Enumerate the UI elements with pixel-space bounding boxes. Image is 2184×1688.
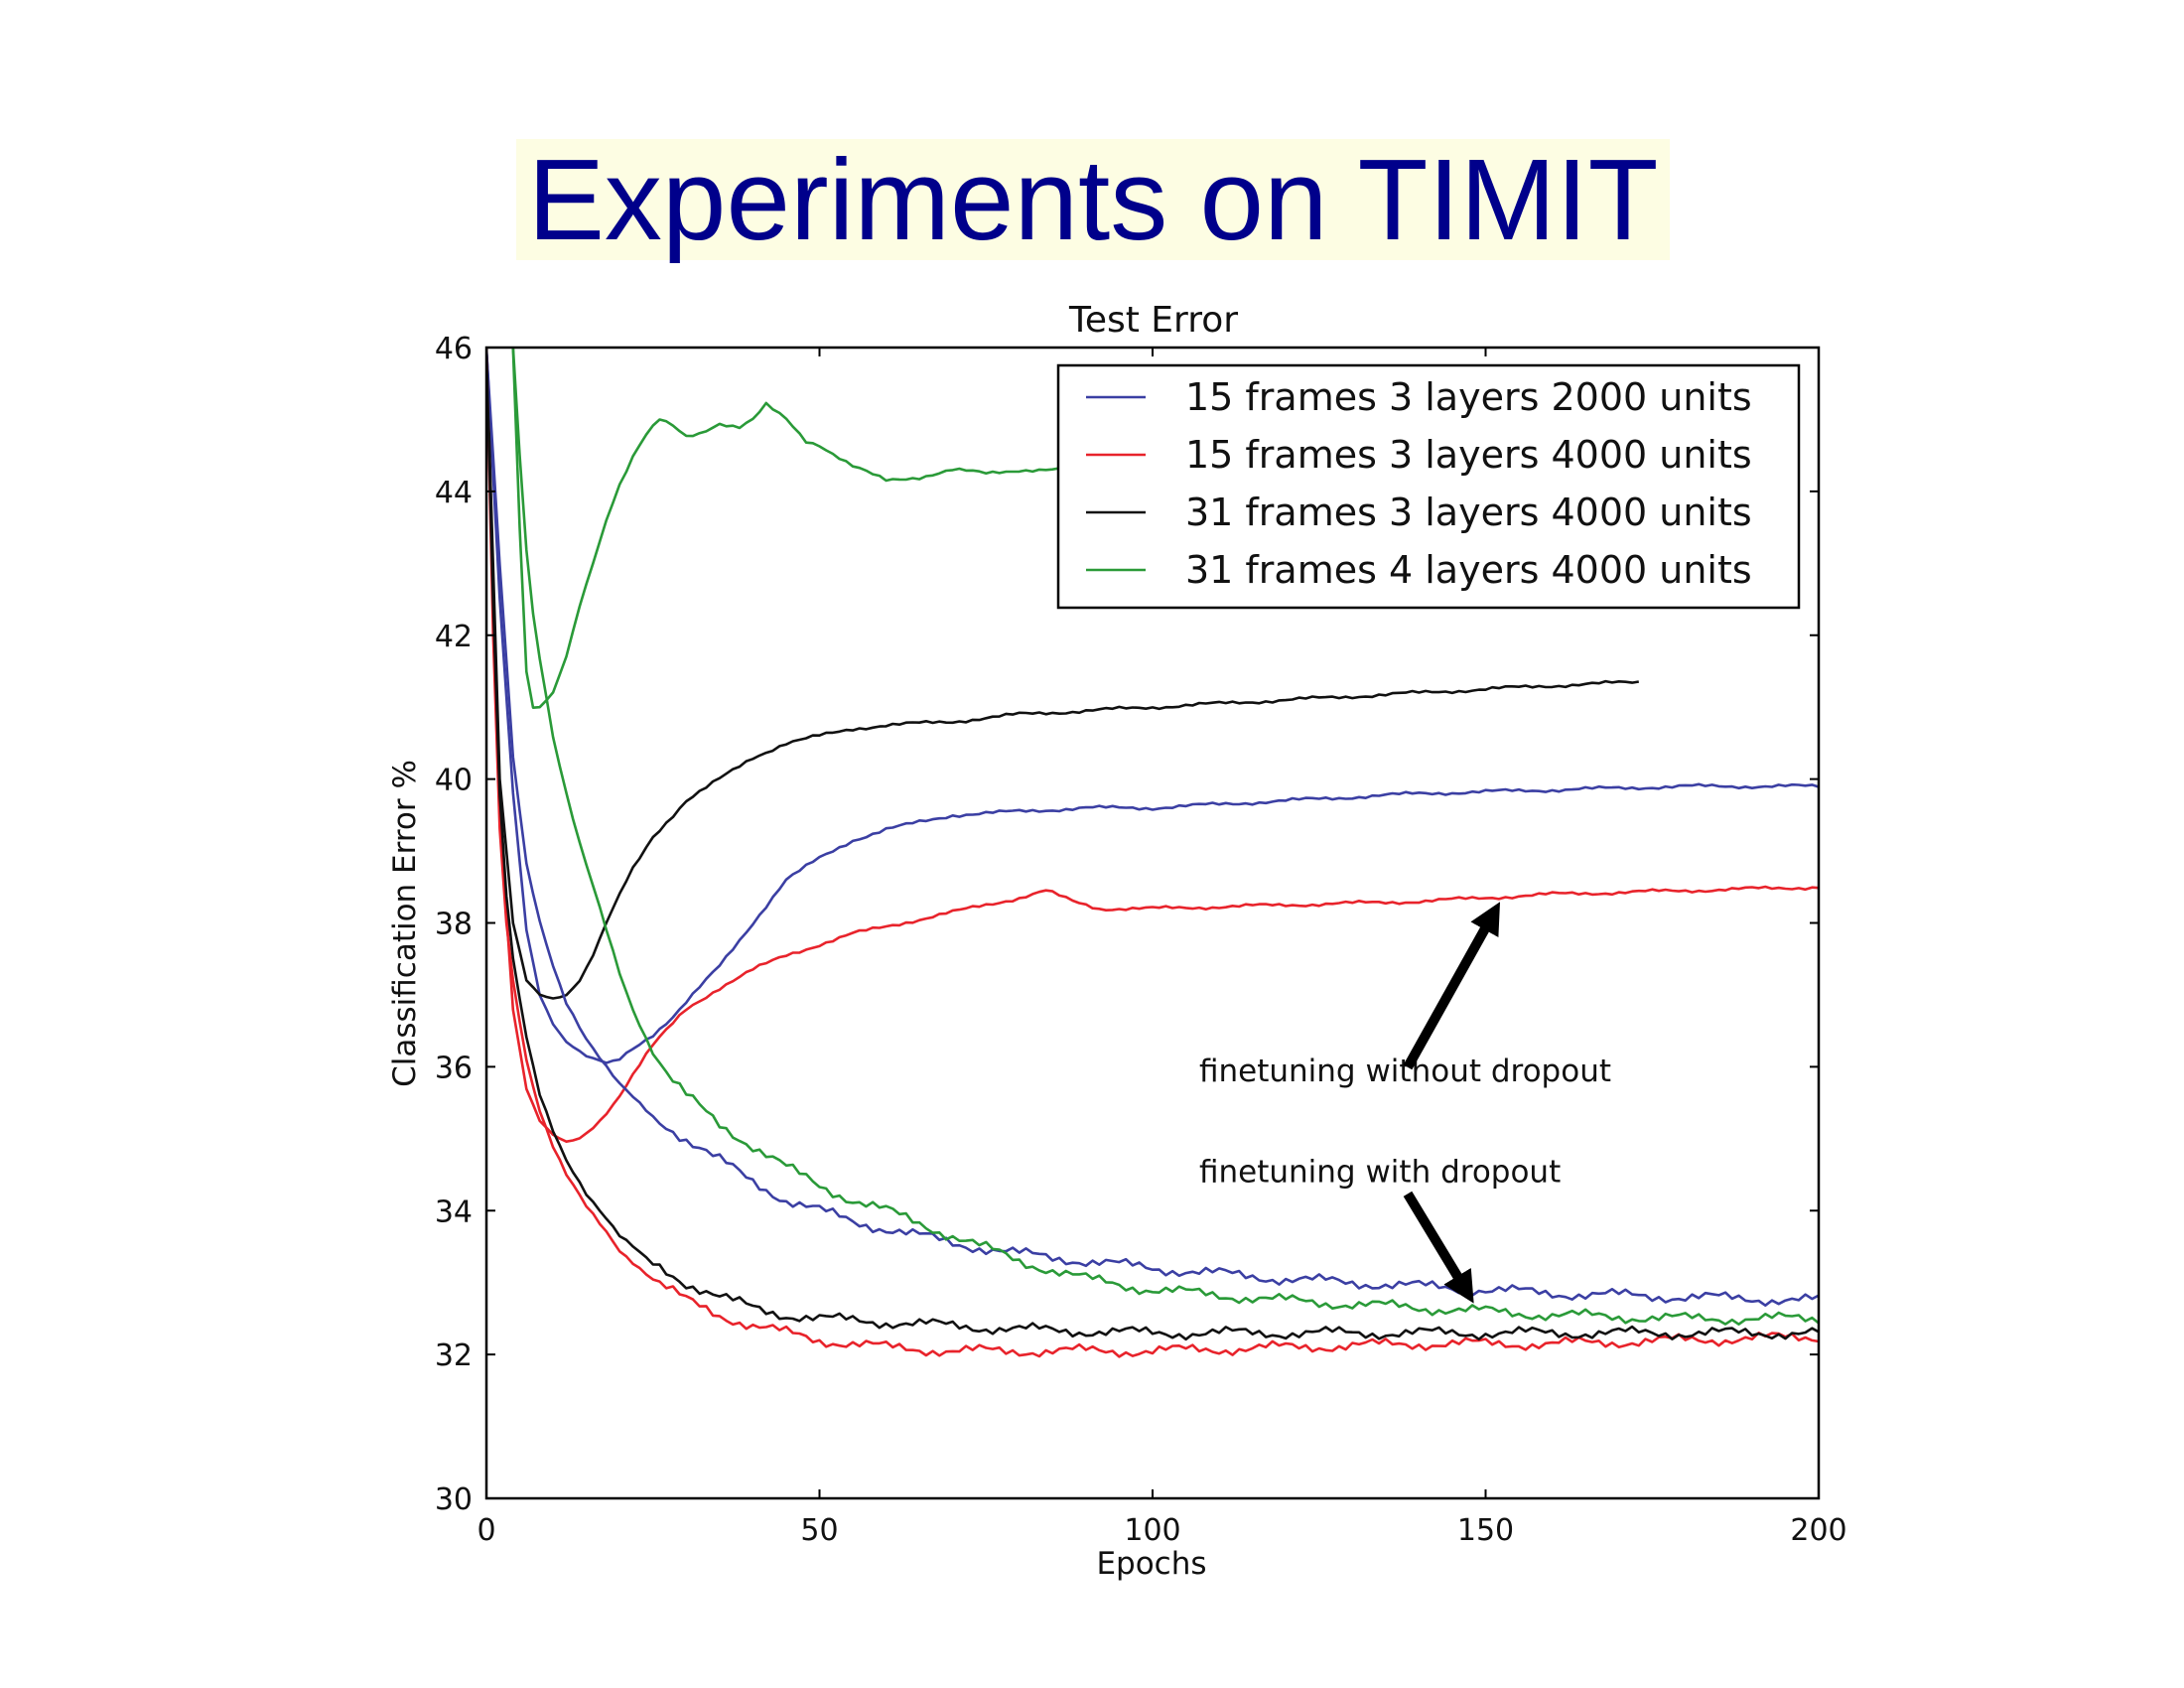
series-line-1 (486, 347, 1820, 1064)
y-tick-label: 44 (435, 476, 473, 510)
slide-title: Experiments on TIMIT (527, 135, 1659, 264)
annotation-arrow-2 (1403, 1191, 1474, 1304)
y-tick-label: 46 (435, 332, 473, 366)
annotation-layer: finetuning without dropout finetuning wit… (1199, 902, 1611, 1304)
x-axis-label: Epochs (1096, 1546, 1206, 1582)
x-tick-label: 150 (1457, 1513, 1514, 1548)
series-line-5 (486, 349, 1820, 1307)
legend-label: 15 frames 3 layers 2000 units (1185, 375, 1752, 419)
legend-label: 15 frames 3 layers 4000 units (1185, 433, 1752, 477)
y-tick-label: 36 (435, 1051, 473, 1085)
y-tick-label: 34 (435, 1195, 473, 1229)
slide-title-box: Experiments on TIMIT (516, 135, 1670, 264)
chart-title: Test Error (1068, 300, 1238, 341)
x-tick-label: 200 (1790, 1513, 1846, 1548)
y-tick-label: 30 (435, 1482, 473, 1517)
x-tick-label: 0 (477, 1513, 495, 1548)
legend-label: 31 frames 4 layers 4000 units (1185, 548, 1752, 592)
legend: 15 frames 3 layers 2000 units 15 frames 3… (1056, 363, 1801, 610)
ticks-layer: 0 50 100 150 200 30 32 34 36 38 40 42 44 46 (435, 332, 1847, 1548)
series-line-7 (486, 349, 1820, 1341)
legend-label: 31 frames 3 layers 4000 units (1185, 491, 1752, 534)
y-tick-label: 42 (435, 620, 473, 654)
series-line-2 (486, 347, 1820, 1143)
x-tick-label: 100 (1124, 1513, 1180, 1548)
annotation-arrow-1 (1403, 902, 1501, 1070)
series-line-8 (511, 347, 1820, 1326)
annotation-text-2: finetuning with dropout (1199, 1154, 1561, 1190)
y-tick-label: 38 (435, 908, 473, 942)
annotation-text-1: finetuning without dropout (1199, 1054, 1611, 1089)
x-tick-label: 50 (800, 1513, 838, 1548)
series-line-4 (511, 348, 1080, 710)
y-tick-label: 40 (435, 764, 473, 798)
y-axis-label: Classification Error % (387, 760, 423, 1087)
legend-box (1056, 363, 1801, 610)
series-line-6 (486, 347, 1820, 1358)
series-layer (486, 347, 1820, 1358)
series-line-3 (486, 347, 1640, 1000)
y-tick-label: 32 (435, 1338, 473, 1373)
